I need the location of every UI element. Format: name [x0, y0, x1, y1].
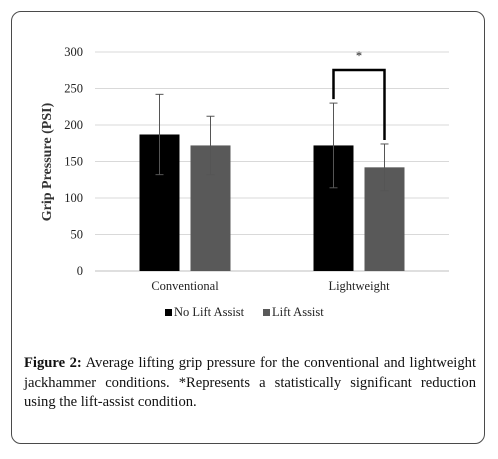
error-bars [155, 93, 389, 192]
y-tick-label: 250 [64, 82, 83, 96]
y-tick-label: 150 [64, 155, 83, 169]
y-tick-label: 100 [64, 191, 83, 205]
x-tick-labels: Conventional Lightweight [151, 279, 390, 293]
significance-line [332, 68, 386, 140]
legend: No Lift Assist Lift Assist [165, 305, 324, 319]
x-tick-label: Conventional [151, 279, 219, 293]
figure-label: Figure 2: [24, 355, 82, 371]
bars [139, 134, 405, 271]
y-tick-label: 200 [64, 118, 83, 132]
y-tick-label: 300 [64, 45, 83, 59]
y-tick-label: 50 [71, 228, 84, 242]
figure-caption: Figure 2: Average lifting grip pressure … [24, 354, 476, 413]
significance-marker: * [356, 49, 362, 63]
y-tick-label: 0 [77, 264, 83, 278]
legend-label: Lift Assist [272, 305, 324, 319]
legend-swatch [165, 309, 172, 316]
y-axis-label: Grip Pressure (PSI) [40, 102, 55, 221]
x-tick-label: Lightweight [328, 279, 390, 293]
significance-bracket: * [332, 49, 386, 140]
figure-frame [11, 11, 485, 444]
y-tick-labels: 0 50 100 150 200 250 300 [64, 45, 83, 278]
legend-label: No Lift Assist [174, 305, 245, 319]
caption-text: Average lifting grip pressure for the co… [24, 355, 476, 410]
legend-swatch [263, 309, 270, 316]
